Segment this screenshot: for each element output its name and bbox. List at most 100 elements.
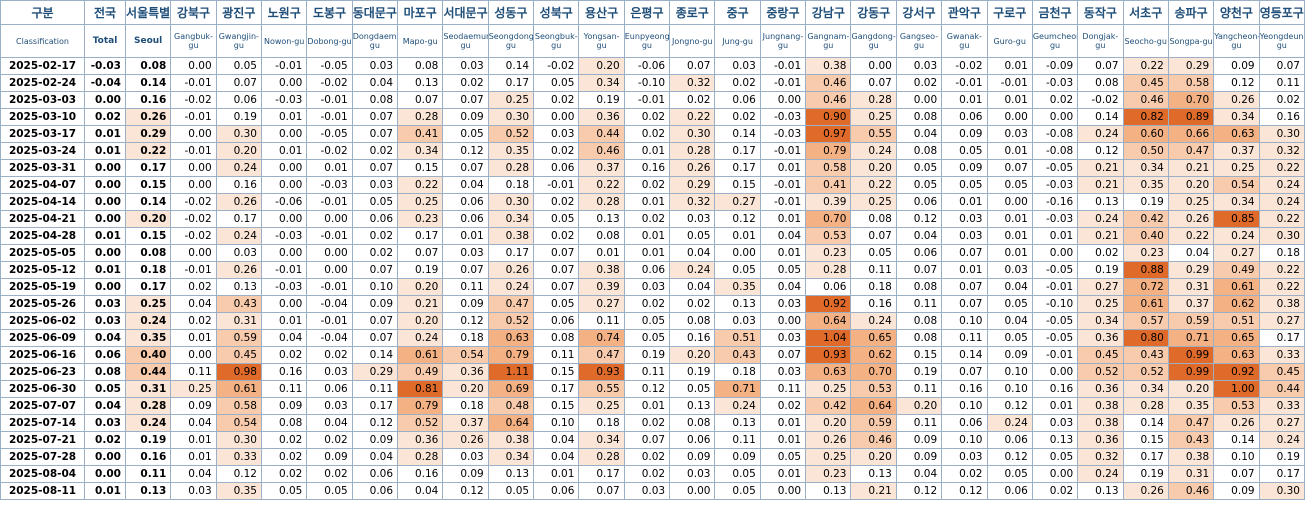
value-cell: 0.04 — [84, 329, 126, 347]
table-row: 2025-07-28 0.00 0.16 0.01 0.33 0.02 0.09 0.04 0.… — [0, 448, 1306, 466]
value-cell: 0.20 — [124, 210, 172, 228]
column-header-en: Seoul — [124, 24, 172, 58]
column-header-en: Gwangjin-gu — [215, 24, 263, 58]
table-row: 2025-06-16 0.06 0.40 0.00 0.45 0.02 0.02 0.14 0.… — [0, 346, 1306, 364]
value-cell: 0.00 — [759, 312, 807, 330]
value-cell: 0.36 — [442, 363, 489, 381]
value-cell: 0.19 — [895, 363, 943, 381]
value-cell: -0.01 — [306, 227, 353, 245]
value-cell: 0.15 — [124, 227, 172, 245]
value-cell: 0.00 — [260, 74, 308, 92]
value-cell: 0.44 — [1258, 380, 1306, 398]
value-cell: 0.09 — [986, 346, 1033, 364]
value-cell: 0.00 — [84, 465, 126, 483]
value-cell: 0.25 — [487, 91, 535, 109]
value-cell: 0.01 — [442, 227, 489, 245]
value-cell: 0.12 — [986, 397, 1033, 415]
value-cell: 0.59 — [215, 329, 263, 347]
column-header-ko: 전국 — [84, 0, 126, 25]
value-cell: 0.07 — [442, 261, 489, 279]
value-cell: 0.17 — [397, 227, 444, 245]
value-cell: 0.88 — [1122, 261, 1169, 279]
value-cell: 0.03 — [986, 261, 1033, 279]
value-cell: 0.26 — [1122, 482, 1169, 500]
table-row: 2025-08-11 0.01 0.13 0.03 0.35 0.05 0.05 0.06 0.… — [0, 482, 1306, 500]
value-cell: 0.15 — [1122, 431, 1169, 449]
value-cell: 0.28 — [487, 159, 535, 177]
value-cell: 0.02 — [84, 431, 126, 449]
value-cell: 0.00 — [170, 57, 217, 75]
value-cell: 0.63 — [1213, 125, 1260, 143]
value-cell: 0.44 — [124, 363, 172, 381]
value-cell: 0.07 — [397, 91, 444, 109]
value-cell: 0.24 — [986, 414, 1033, 432]
value-cell: 0.06 — [533, 312, 580, 330]
column-header-en: Gangseo-gu — [895, 24, 943, 58]
value-cell: 0.06 — [533, 159, 580, 177]
value-cell: 0.26 — [1167, 210, 1215, 228]
value-cell: 0.43 — [714, 346, 761, 364]
value-cell: 0.66 — [1167, 125, 1215, 143]
value-cell: 0.98 — [215, 363, 263, 381]
value-cell: 0.01 — [623, 227, 671, 245]
value-cell: 0.11 — [759, 380, 807, 398]
value-cell: 0.05 — [351, 193, 399, 211]
row-date: 2025-06-02 — [0, 312, 86, 330]
value-cell: 0.08 — [533, 329, 580, 347]
value-cell: 0.02 — [260, 465, 308, 483]
value-cell: 0.02 — [260, 448, 308, 466]
value-cell: 0.11 — [124, 465, 172, 483]
column-header-en: Seongdong-gu — [487, 24, 535, 58]
value-cell: 0.36 — [1077, 431, 1124, 449]
value-cell: 0.15 — [397, 159, 444, 177]
value-cell: 0.25 — [397, 193, 444, 211]
value-cell: 0.10 — [941, 312, 988, 330]
value-cell: 0.05 — [714, 482, 761, 500]
column-header-ko: 은평구 — [623, 0, 671, 25]
table-row: 2025-02-24 -0.04 0.14 -0.01 0.07 0.00 -0.02 0.0… — [0, 74, 1306, 92]
value-cell: 0.37 — [1167, 295, 1215, 313]
value-cell: 0.25 — [850, 108, 897, 126]
value-cell: 0.10 — [941, 431, 988, 449]
row-date: 2025-03-17 — [0, 125, 86, 143]
column-header-ko: 송파구 — [1167, 0, 1215, 25]
column-header-en: Gangnam-gu — [805, 24, 852, 58]
value-cell: 0.00 — [84, 91, 126, 109]
row-date: 2025-04-21 — [0, 210, 86, 228]
value-cell: 0.13 — [669, 397, 716, 415]
value-cell: 0.03 — [941, 227, 988, 245]
value-cell: 0.02 — [669, 91, 716, 109]
value-cell: 0.01 — [986, 227, 1033, 245]
value-cell: 0.27 — [1258, 414, 1306, 432]
value-cell: 0.15 — [895, 346, 943, 364]
value-cell: 0.03 — [623, 482, 671, 500]
value-cell: 0.09 — [170, 397, 217, 415]
value-cell: 0.20 — [215, 142, 263, 160]
value-cell: 0.11 — [850, 261, 897, 279]
value-cell: 0.03 — [442, 57, 489, 75]
value-cell: 0.03 — [941, 210, 988, 228]
value-cell: 0.09 — [260, 397, 308, 415]
value-cell: 0.07 — [442, 91, 489, 109]
value-cell: 0.13 — [124, 482, 172, 500]
value-cell: 0.05 — [260, 482, 308, 500]
value-cell: 0.28 — [397, 448, 444, 466]
value-cell: 0.18 — [1258, 244, 1306, 262]
value-cell: 0.11 — [941, 329, 988, 347]
value-cell: 0.12 — [215, 465, 263, 483]
column-header-en: Gangbuk-gu — [170, 24, 217, 58]
value-cell: 0.03 — [351, 57, 399, 75]
value-cell: 0.01 — [759, 210, 807, 228]
value-cell: 0.02 — [351, 227, 399, 245]
value-cell: -0.02 — [170, 210, 217, 228]
value-cell: 0.08 — [895, 312, 943, 330]
value-cell: 0.17 — [487, 244, 535, 262]
value-cell: -0.10 — [623, 74, 671, 92]
value-cell: 0.04 — [895, 465, 943, 483]
value-cell: 0.01 — [623, 397, 671, 415]
value-cell: 0.24 — [487, 278, 535, 296]
value-cell: 0.25 — [578, 397, 625, 415]
column-header-ko: 성동구 — [487, 0, 535, 25]
column-header-ko: 서대문구 — [442, 0, 489, 25]
value-cell: 0.36 — [1077, 329, 1124, 347]
